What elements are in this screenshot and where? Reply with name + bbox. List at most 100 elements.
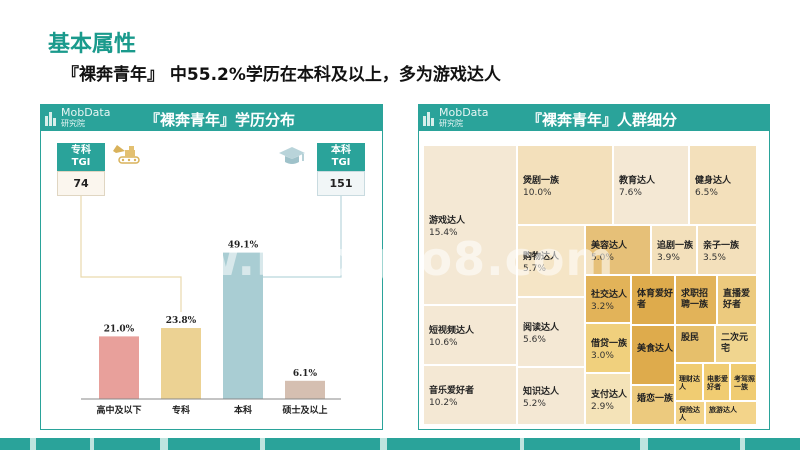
segments-panel: MobData 研究院 『裸奔青年』人群细分 游戏达人 15.4% 短视频达人 10.… [418,104,770,430]
treemap-value: 3.9% [657,253,680,263]
education-bar-chart: 21.0% 高中及以下 23.8% 专科 49.1% 本科 6.1% 硕士及以上 [80,195,342,416]
treemap-label: 追剧一族 [657,241,694,251]
footer-stripe [0,438,800,450]
treemap-label: 煲剧一族 [523,176,560,186]
treemap-label: 阅读达人 [523,323,560,333]
tick-label: 高中及以下 [96,404,141,416]
treemap-value: 5.7% [523,264,546,274]
tgi-label: TGI [331,157,351,168]
treemap-cell: 二次元宅 [715,325,757,363]
treemap-value: 10.6% [429,338,458,348]
logo-sub: 研究院 [439,119,463,128]
tgi-box-left: 专科 TGI 74 [57,143,105,196]
treemap-value: 5.2% [523,399,546,409]
page-title: 基本属性 [48,32,137,57]
bar [285,380,325,399]
treemap-cell: 考驾照一族 [730,363,757,401]
connector-line [243,195,342,278]
treemap-cell: 短视频达人 10.6% [423,305,517,365]
connector-line [80,195,182,313]
treemap-value: 3.2% [591,302,614,312]
treemap-label: 知识达人 [523,387,560,397]
treemap-cell: 购物达人 5.7% [517,225,585,297]
treemap-label: 股民 [681,333,700,343]
mobdata-logo: MobData 研究院 [45,107,125,131]
treemap-cell: 亲子一族 3.5% [697,225,757,275]
treemap-value: 6.5% [695,188,718,198]
data-label: 49.1% [228,241,259,251]
treemap-cell: 美容达人 5.0% [585,225,651,275]
data-label: 23.8% [166,316,197,326]
treemap-value: 3.5% [703,253,726,263]
tgi-head: 本科 TGI [317,143,365,171]
tick-label: 本科 [234,404,252,416]
treemap-cell: 婚恋一族 [631,385,675,425]
treemap-value: 7.6% [619,188,642,198]
data-label: 21.0% [104,324,135,334]
bar [161,328,201,399]
treemap-cell: 体育爱好者 [631,275,675,325]
tgi-label: TGI [71,157,91,168]
tgi-head: 专科 TGI [57,143,105,171]
treemap-cell: 煲剧一族 10.0% [517,145,613,225]
treemap-label: 美容达人 [591,241,628,251]
treemap-label: 支付达人 [591,390,628,400]
treemap-cell: 健身达人 6.5% [689,145,757,225]
treemap-label: 婚恋一族 [637,394,674,404]
treemap-cell: 游戏达人 15.4% [423,145,517,305]
treemap-cell: 求职招聘一族 [675,275,717,325]
treemap-label: 求职招聘一族 [681,289,709,310]
treemap-cell: 股民 [675,325,715,363]
treemap-cell: 支付达人 2.9% [585,373,631,425]
treemap-cell: 保险达人 [675,401,705,425]
bar [99,336,139,399]
treemap-label: 健身达人 [695,176,732,186]
tgi-value: 74 [57,171,105,196]
education-panel: MobData 研究院 『裸奔青年』学历分布 21.0% 高中及以下 23.8% 专科… [40,104,383,430]
tgi-box-right: 本科 TGI 151 [317,143,365,196]
treemap-label: 借贷一族 [591,339,628,349]
graduation-cap-icon [279,147,305,164]
treemap-value: 5.6% [523,335,546,345]
tick-label: 硕士及以上 [282,404,327,416]
panel-header: MobData 研究院 『裸奔青年』人群细分 [419,105,769,131]
subtitle: 『裸奔青年』 中55.2%学历在本科及以上，多为游戏达人 [62,65,501,85]
treemap-label: 购物达人 [523,252,560,262]
treemap-cell: 知识达人 5.2% [517,367,585,425]
treemap-cell: 社交达人 3.2% [585,275,631,323]
treemap-label: 保险达人 [679,406,700,422]
treemap-label: 直播爱好者 [723,289,751,310]
treemap-label: 体育爱好者 [637,289,674,310]
excavator-icon [113,145,140,164]
logo-name: MobData [439,106,489,119]
treemap-label: 电影爱好者 [707,375,728,391]
treemap-cell: 音乐爱好者 10.2% [423,365,517,425]
logo-name: MobData [61,106,111,119]
treemap-value: 3.0% [591,351,614,361]
treemap-cell: 旅游达人 [705,401,757,425]
mobdata-logo: MobData 研究院 [423,107,503,131]
treemap-cell: 教育达人 7.6% [613,145,689,225]
treemap-cell: 借贷一族 3.0% [585,323,631,373]
tick-label: 专科 [172,404,190,416]
treemap-value: 15.4% [429,228,458,238]
treemap-cell: 美食达人 [631,325,675,385]
treemap-label: 理财达人 [679,375,700,391]
treemap-label: 考驾照一族 [734,375,755,391]
treemap-label: 亲子一族 [703,241,740,251]
panel-header: MobData 研究院 『裸奔青年』学历分布 [41,105,382,131]
logo-mark-icon [423,110,435,126]
treemap-cell: 电影爱好者 [703,363,730,401]
tgi-category: 本科 [331,145,351,156]
treemap-label: 美食达人 [637,344,674,354]
treemap-label: 游戏达人 [429,216,466,226]
treemap-cell: 阅读达人 5.6% [517,297,585,367]
tgi-category: 专科 [71,145,91,156]
treemap-cell: 理财达人 [675,363,703,401]
panel-title: 『裸奔青年』学历分布 [145,111,296,129]
panel-title: 『裸奔青年』人群细分 [527,111,678,129]
logo-sub: 研究院 [61,119,85,128]
treemap-cell: 直播爱好者 [717,275,757,325]
treemap-value: 5.0% [591,253,614,263]
treemap-value: 10.0% [523,188,552,198]
